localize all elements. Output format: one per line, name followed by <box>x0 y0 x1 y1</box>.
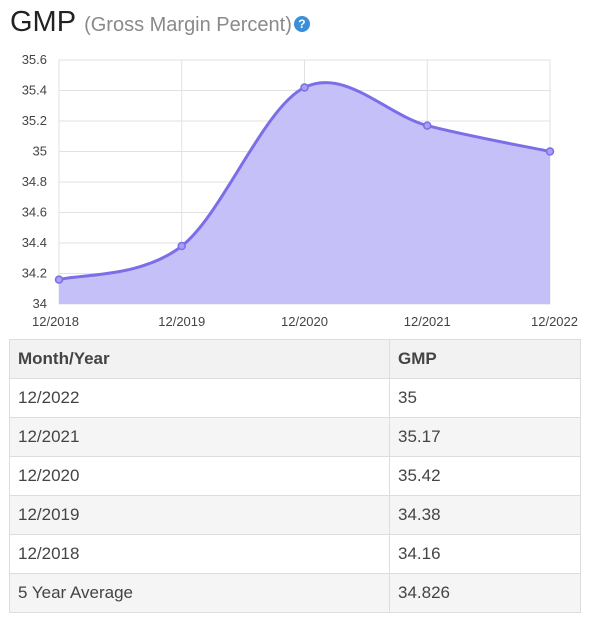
y-tick-label: 34.4 <box>22 235 47 250</box>
page-subtitle: (Gross Margin Percent) <box>84 14 292 36</box>
table-cell-month: 12/2018 <box>9 534 390 574</box>
table-cell-month: 12/2022 <box>9 378 390 418</box>
table-row: 12/2020 35.42 <box>9 456 581 496</box>
x-tick-label: 12/2021 <box>404 314 451 329</box>
gmp-data-table: Month/Year GMP 12/2022 35 12/2021 35.17 … <box>9 339 581 613</box>
y-tick-label: 35.2 <box>22 113 47 128</box>
column-header-month-year: Month/Year <box>9 339 390 379</box>
data-point <box>545 147 555 156</box>
y-tick-label: 35 <box>33 144 47 159</box>
data-point <box>54 275 64 284</box>
x-tick-label: 12/2022 <box>531 314 578 329</box>
x-tick-label: 12/2019 <box>158 314 205 329</box>
table-row: 12/2018 34.16 <box>9 534 581 574</box>
table-cell-gmp: 35 <box>389 378 581 418</box>
x-tick-label: 12/2018 <box>32 314 79 329</box>
y-tick-label: 34.6 <box>22 205 47 220</box>
table-cell-gmp: 34.38 <box>389 495 581 535</box>
page-title: GMP <box>10 6 77 38</box>
table-row: 12/2021 35.17 <box>9 417 581 457</box>
table-cell-gmp: 34.826 <box>389 573 581 613</box>
table-cell-month: 5 Year Average <box>9 573 390 613</box>
data-point <box>300 83 309 92</box>
y-tick-label: 35.4 <box>22 83 47 98</box>
table-header-row: Month/Year GMP <box>9 339 581 379</box>
table-cell-month: 12/2021 <box>9 417 390 457</box>
table-row: 12/2022 35 <box>9 378 581 418</box>
table-row: 12/2019 34.38 <box>9 495 581 535</box>
question-circle-icon[interactable]: ? <box>293 16 310 32</box>
table-cell-gmp: 35.42 <box>389 456 581 496</box>
y-tick-label: 34.2 <box>22 266 47 281</box>
column-header-gmp: GMP <box>389 339 581 379</box>
data-point <box>177 241 186 251</box>
table-row: 5 Year Average 34.826 <box>9 573 581 613</box>
table-cell-gmp: 35.17 <box>389 417 581 457</box>
table-cell-gmp: 34.16 <box>389 534 581 574</box>
gmp-area-chart: 34 34.2 34.4 34.6 34.8 35 35.2 35.4 35.6 12/2018 1… <box>22 52 578 329</box>
data-point <box>423 121 432 130</box>
y-tick-label: 34 <box>33 296 47 311</box>
table-cell-month: 12/2020 <box>9 456 390 496</box>
x-tick-label: 12/2020 <box>281 314 328 329</box>
y-tick-label: 34.8 <box>22 174 47 189</box>
y-tick-label: 35.6 <box>22 52 47 67</box>
table-cell-month: 12/2019 <box>9 495 390 535</box>
chart-header: GMP (Gross Margin Percent) ? <box>10 6 310 46</box>
